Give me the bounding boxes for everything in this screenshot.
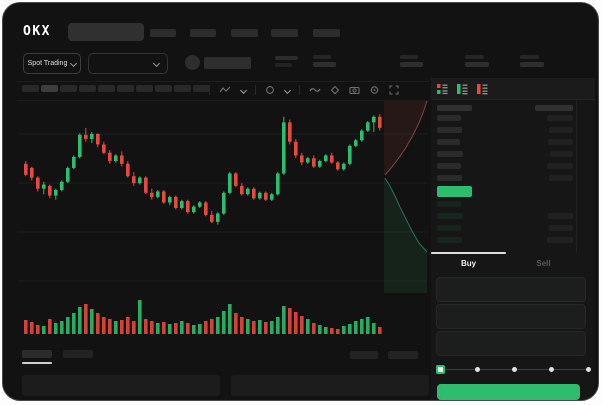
nav-item[interactable]	[313, 29, 340, 37]
ask-amount-placeholder	[547, 163, 573, 169]
orderbook-view-modes	[437, 82, 488, 95]
fullscreen-icon[interactable]	[389, 85, 399, 95]
stat-value-placeholder	[520, 62, 544, 67]
bid-price-placeholder[interactable]	[437, 225, 461, 231]
market-type-dropdown[interactable]: Spot Trading	[23, 53, 81, 74]
nav-item[interactable]	[190, 29, 216, 37]
ask-price-placeholder[interactable]	[437, 175, 462, 181]
stat-label-placeholder	[313, 55, 331, 59]
ask-amount-placeholder	[549, 127, 573, 133]
bottom-bar-action-2[interactable]	[388, 351, 418, 359]
line-type-icon[interactable]	[309, 85, 321, 95]
ask-amount-placeholder	[549, 175, 573, 181]
stat-value-placeholder	[313, 62, 336, 67]
stat-value-placeholder	[400, 62, 423, 67]
book-bids-icon[interactable]	[457, 83, 468, 95]
chevron-down-icon	[70, 59, 78, 68]
slider-stop-dot[interactable]	[474, 367, 480, 372]
ask-amount-placeholder	[550, 151, 573, 157]
timeframe-button[interactable]	[98, 85, 115, 92]
price-change-placeholder	[275, 63, 292, 67]
nav-item[interactable]	[271, 29, 298, 37]
ask-price-placeholder[interactable]	[437, 139, 460, 145]
chart-toolbar	[17, 81, 429, 101]
slider-stop-dot[interactable]	[585, 367, 591, 372]
orderbook-toolbar	[431, 78, 595, 100]
ask-price-placeholder[interactable]	[437, 163, 461, 169]
tab-sell[interactable]: Sell	[536, 259, 551, 268]
timeframe-button[interactable]	[193, 85, 210, 92]
price-field[interactable]	[436, 277, 586, 302]
orderbook-header-amount	[535, 105, 573, 111]
chevron-down-icon	[152, 59, 161, 68]
nav-item[interactable]	[231, 29, 258, 37]
book-combined-icon[interactable]	[437, 83, 448, 95]
slider-stop-dot[interactable]	[548, 367, 554, 372]
active-tab-indicator	[431, 252, 506, 254]
bottom-tab-orders[interactable]	[22, 350, 52, 358]
timeframe-button[interactable]	[155, 85, 172, 92]
stat-label-placeholder	[465, 55, 484, 59]
stat-value-placeholder	[465, 62, 489, 67]
bottom-tab-indicator	[22, 362, 52, 364]
timeframe-button[interactable]	[22, 85, 39, 92]
chart-tools	[209, 84, 399, 96]
bid-price-placeholder[interactable]	[437, 213, 463, 219]
bottom-tab-history[interactable]	[63, 350, 93, 358]
price-chart[interactable]	[17, 99, 429, 343]
pair-name-placeholder	[204, 57, 251, 69]
ask-price-placeholder[interactable]	[437, 115, 461, 121]
bottom-panel-left	[22, 375, 220, 396]
ask-amount-placeholder	[547, 115, 573, 121]
orderbook-last-price[interactable]	[437, 186, 472, 197]
timeframe-button[interactable]	[117, 85, 134, 92]
bottom-panel-right	[231, 375, 429, 396]
app-window: OKX Spot Trading	[2, 2, 599, 401]
percent-slider-handle[interactable]	[436, 365, 445, 374]
chevron-down-icon[interactable]	[239, 86, 248, 94]
market-type-label: Spot Trading	[27, 60, 68, 67]
orderbook-scroll-gutter[interactable]	[576, 101, 577, 253]
chevron-down-icon[interactable]	[283, 86, 292, 94]
indicators-icon[interactable]	[219, 85, 232, 95]
camera-icon[interactable]	[349, 85, 360, 95]
nav-item[interactable]	[150, 29, 176, 37]
timeframe-button[interactable]	[79, 85, 96, 92]
ask-price-placeholder[interactable]	[437, 127, 462, 133]
bid-amount-placeholder	[549, 225, 573, 231]
okx-logo[interactable]: OKX	[23, 24, 51, 39]
timeframe-button[interactable]	[174, 85, 191, 92]
tab-buy[interactable]: Buy	[460, 259, 477, 268]
coin-avatar	[185, 55, 200, 70]
bid-price-placeholder[interactable]	[437, 237, 462, 243]
slider-stop-dot[interactable]	[511, 367, 517, 372]
stat-label-placeholder	[400, 55, 418, 59]
timeframe-button[interactable]	[60, 85, 77, 92]
divider	[299, 85, 300, 95]
bottom-bar-action-1[interactable]	[350, 351, 378, 359]
settings-gear-icon[interactable]	[369, 85, 380, 95]
bid-price-placeholder[interactable]	[437, 201, 461, 207]
bid-amount-placeholder	[547, 237, 573, 243]
orderbook-header-price	[437, 105, 472, 111]
book-asks-icon[interactable]	[477, 83, 488, 95]
pair-selector-dropdown[interactable]	[88, 53, 168, 74]
timeframe-button[interactable]	[136, 85, 153, 92]
last-price-placeholder	[275, 56, 298, 60]
brush-icon[interactable]	[330, 85, 340, 95]
total-field[interactable]	[436, 331, 586, 356]
timeframe-button[interactable]	[41, 85, 58, 92]
amount-field[interactable]	[436, 304, 586, 329]
ask-price-placeholder[interactable]	[437, 151, 463, 157]
bid-amount-placeholder	[548, 213, 573, 219]
display-template-icon[interactable]	[265, 85, 276, 95]
submit-buy-button[interactable]	[437, 384, 580, 400]
divider	[255, 85, 256, 95]
search-input[interactable]	[68, 23, 144, 41]
stat-label-placeholder	[520, 55, 539, 59]
ask-amount-placeholder	[548, 139, 573, 145]
